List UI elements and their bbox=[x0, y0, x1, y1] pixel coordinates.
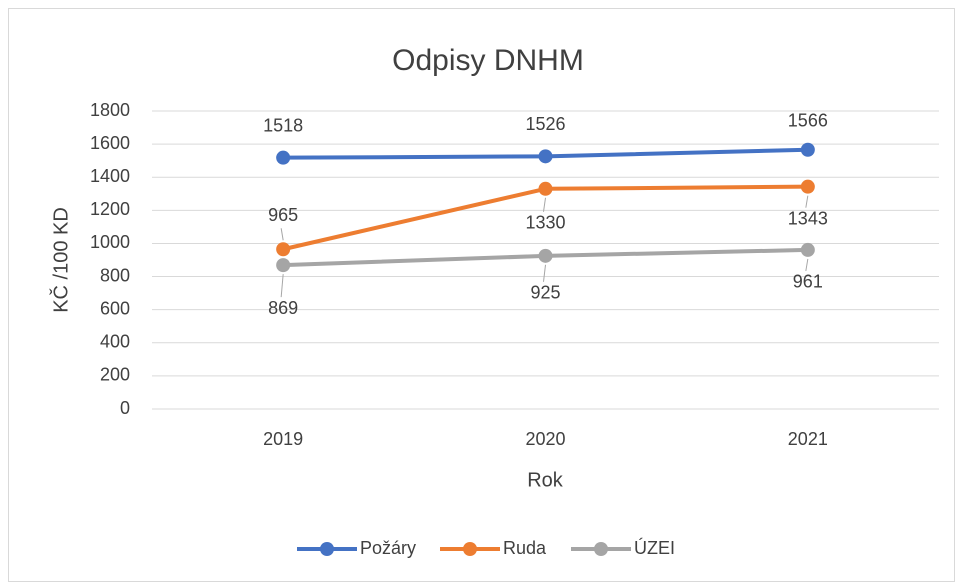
marker bbox=[800, 179, 815, 194]
marker bbox=[276, 242, 291, 257]
x-tick-label: 2021 bbox=[788, 429, 828, 449]
x-axis-label: Rok bbox=[527, 469, 564, 491]
legend-marker bbox=[463, 542, 477, 556]
legend-marker bbox=[594, 542, 608, 556]
marker bbox=[538, 181, 553, 196]
chart-frame bbox=[8, 8, 955, 582]
y-tick-label: 1600 bbox=[90, 133, 130, 153]
data-label: 869 bbox=[268, 298, 298, 318]
legend-marker bbox=[320, 542, 334, 556]
leader-line bbox=[543, 264, 546, 282]
data-label: 1518 bbox=[263, 115, 303, 135]
chart-title: Odpisy DNHM bbox=[392, 44, 584, 77]
leader-line bbox=[805, 195, 809, 208]
legend-label: Požáry bbox=[360, 538, 416, 558]
data-label: 961 bbox=[793, 272, 823, 292]
legend-label: ÚZEI bbox=[634, 537, 675, 558]
y-tick-label: 1400 bbox=[90, 166, 130, 186]
y-tick-label: 800 bbox=[100, 265, 130, 285]
marker bbox=[538, 149, 553, 164]
data-label: 1330 bbox=[525, 213, 565, 233]
leader-line bbox=[805, 258, 809, 271]
x-tick-label: 2020 bbox=[525, 429, 565, 449]
data-label: 925 bbox=[530, 283, 560, 303]
y-tick-label: 1200 bbox=[90, 199, 130, 219]
marker bbox=[800, 242, 815, 257]
marker bbox=[276, 258, 291, 273]
leader-line bbox=[543, 197, 546, 212]
y-tick-label: 1000 bbox=[90, 232, 130, 252]
y-tick-label: 600 bbox=[100, 298, 130, 318]
marker bbox=[276, 150, 291, 165]
marker bbox=[538, 248, 553, 263]
y-tick-label: 200 bbox=[100, 365, 130, 385]
legend-label: Ruda bbox=[503, 538, 547, 558]
data-label: 1343 bbox=[788, 208, 828, 228]
data-label: 1526 bbox=[525, 114, 565, 134]
marker bbox=[800, 142, 815, 157]
y-tick-label: 0 bbox=[120, 398, 130, 418]
y-tick-label: 400 bbox=[100, 332, 130, 352]
x-tick-label: 2019 bbox=[263, 429, 303, 449]
leader-line bbox=[280, 274, 284, 298]
y-axis-label: KČ /100 KD bbox=[49, 207, 72, 313]
y-tick-label: 1800 bbox=[90, 100, 130, 120]
data-label: 965 bbox=[268, 205, 298, 225]
leader-line bbox=[280, 228, 284, 241]
data-label: 1566 bbox=[788, 110, 828, 130]
